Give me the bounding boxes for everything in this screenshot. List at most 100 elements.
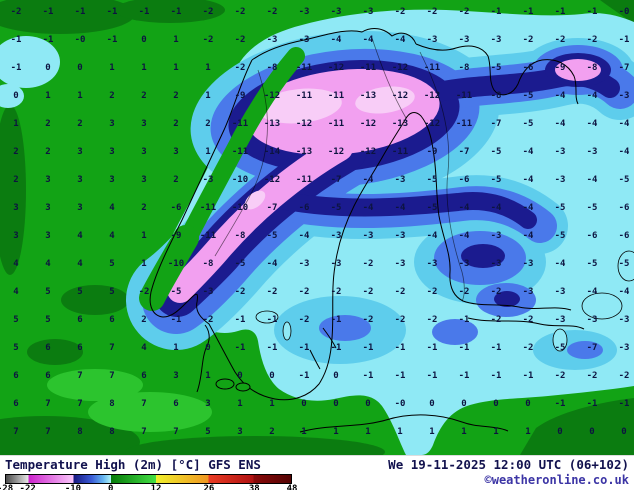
temp-value-label: -1 xyxy=(267,315,278,325)
temp-value-label: -1 xyxy=(619,35,630,45)
temp-value-label: -7 xyxy=(267,203,278,213)
temp-value-label: 1 xyxy=(141,259,146,269)
temp-value-label: -3 xyxy=(523,287,534,297)
temp-value-label: -3 xyxy=(395,175,406,185)
temp-value-label: 8 xyxy=(77,427,82,437)
temp-value-label: -3 xyxy=(299,7,310,17)
temp-value-label: 5 xyxy=(77,287,82,297)
temp-value-label: -1 xyxy=(395,343,406,353)
temp-value-label: -1 xyxy=(43,7,54,17)
temp-value-label: -1 xyxy=(523,371,534,381)
temp-value-label: 5 xyxy=(13,343,18,353)
temp-value-label: -1 xyxy=(43,35,54,45)
temp-value-label: 0 xyxy=(141,35,146,45)
temp-value-label: -4 xyxy=(587,91,598,101)
temp-value-label: -4 xyxy=(587,119,598,129)
temp-value-label: 3 xyxy=(77,175,82,185)
country-borders xyxy=(214,37,465,302)
temp-value-label: -2 xyxy=(203,315,214,325)
temp-value-label: -1 xyxy=(11,63,22,73)
temp-value-label: -4 xyxy=(587,175,598,185)
temp-value-label: -12 xyxy=(392,91,408,101)
temp-value-label: 0 xyxy=(45,63,50,73)
temp-value-label: -10 xyxy=(168,259,184,269)
temp-value-label: -4 xyxy=(523,231,534,241)
temp-value-label: -9 xyxy=(235,91,246,101)
temp-value-label: -4 xyxy=(523,147,534,157)
temp-value-label: -3 xyxy=(555,287,566,297)
temp-value-label: 0 xyxy=(301,399,306,409)
temp-value-label: -1 xyxy=(363,343,374,353)
temp-value-label: 0 xyxy=(589,427,594,437)
temp-value-label: -10 xyxy=(232,203,248,213)
temp-value-label: -1 xyxy=(363,371,374,381)
temp-value-label: -2 xyxy=(267,287,278,297)
temp-value-label: -1 xyxy=(587,7,598,17)
temp-value-label: -1 xyxy=(139,7,150,17)
temperature-colorbar xyxy=(5,474,292,484)
temp-value-label: -1 xyxy=(395,371,406,381)
temp-value-label: 6 xyxy=(141,371,146,381)
temp-value-label: -1 xyxy=(235,315,246,325)
temp-value-label: 3 xyxy=(141,147,146,157)
temp-value-label: -8 xyxy=(235,231,246,241)
temp-value-label: 1 xyxy=(269,399,274,409)
lakes xyxy=(255,250,634,352)
temp-value-label: 6 xyxy=(77,343,82,353)
temp-value-label: -1 xyxy=(299,343,310,353)
temp-value-label: 2 xyxy=(205,119,210,129)
temp-value-label: -4 xyxy=(459,231,470,241)
temp-value-label: 1 xyxy=(205,147,210,157)
legend-tick: 12 xyxy=(150,484,162,490)
temp-value-label: -11 xyxy=(424,63,440,73)
temp-value-label: -9 xyxy=(171,231,182,241)
temp-value-label: -3 xyxy=(427,35,438,45)
temp-value-label: -3 xyxy=(395,259,406,269)
temp-value-label: -4 xyxy=(523,203,534,213)
temp-value-label: 0 xyxy=(493,399,498,409)
temp-value-label: 1 xyxy=(173,343,178,353)
temp-value-label: -11 xyxy=(232,147,248,157)
temp-value-label: 2 xyxy=(45,119,50,129)
temp-value-label: 4 xyxy=(109,231,115,241)
temp-value-label: -11 xyxy=(328,119,344,129)
temp-value-label: 1 xyxy=(205,91,210,101)
temp-value-label: 0 xyxy=(525,399,530,409)
temp-value-label: -8 xyxy=(459,63,470,73)
temp-value-label: 5 xyxy=(45,287,50,297)
temp-value-label: -3 xyxy=(299,259,310,269)
temp-value-label: -2 xyxy=(619,371,630,381)
temp-value-label: -2 xyxy=(427,315,438,325)
temp-value-label: 0 xyxy=(429,399,434,409)
temp-value-label: 1 xyxy=(301,427,306,437)
colorbar-tick-labels: -28 -22 -10 0 12 26 38 48 xyxy=(0,484,297,490)
temp-value-label: 0 xyxy=(13,91,18,101)
temp-value-label: 3 xyxy=(109,147,114,157)
temp-value-label: -4 xyxy=(459,203,470,213)
temp-value-label: -2 xyxy=(363,315,374,325)
temp-value-label: 7 xyxy=(141,399,146,409)
temp-value-label: -10 xyxy=(232,175,248,185)
temp-value-label: 5 xyxy=(205,427,210,437)
temp-value-label: -2 xyxy=(267,7,278,17)
temp-value-label: -1 xyxy=(459,343,470,353)
temp-value-label: -1 xyxy=(299,371,310,381)
temp-value-label: -4 xyxy=(363,175,374,185)
temp-value-label: 5 xyxy=(109,259,114,269)
temp-value-label: -3 xyxy=(331,259,342,269)
temp-value-label: -3 xyxy=(587,147,598,157)
temp-value-label: -5 xyxy=(427,175,438,185)
temp-value-label: 1 xyxy=(205,63,210,73)
temp-value-label: -5 xyxy=(235,259,246,269)
temp-value-label: 4 xyxy=(109,203,115,213)
temp-value-label: -7 xyxy=(459,147,470,157)
temp-value-label: -11 xyxy=(296,175,312,185)
temp-value-label: 4 xyxy=(77,259,83,269)
legend-tick: -22 xyxy=(19,484,36,490)
temp-value-label: 3 xyxy=(173,371,178,381)
map-region-cyan-topleft xyxy=(0,36,60,108)
temp-value-label: -1 xyxy=(11,35,22,45)
temp-value-label: 8 xyxy=(109,399,114,409)
temp-value-label: 1 xyxy=(525,427,530,437)
temp-value-label: 2 xyxy=(77,119,82,129)
